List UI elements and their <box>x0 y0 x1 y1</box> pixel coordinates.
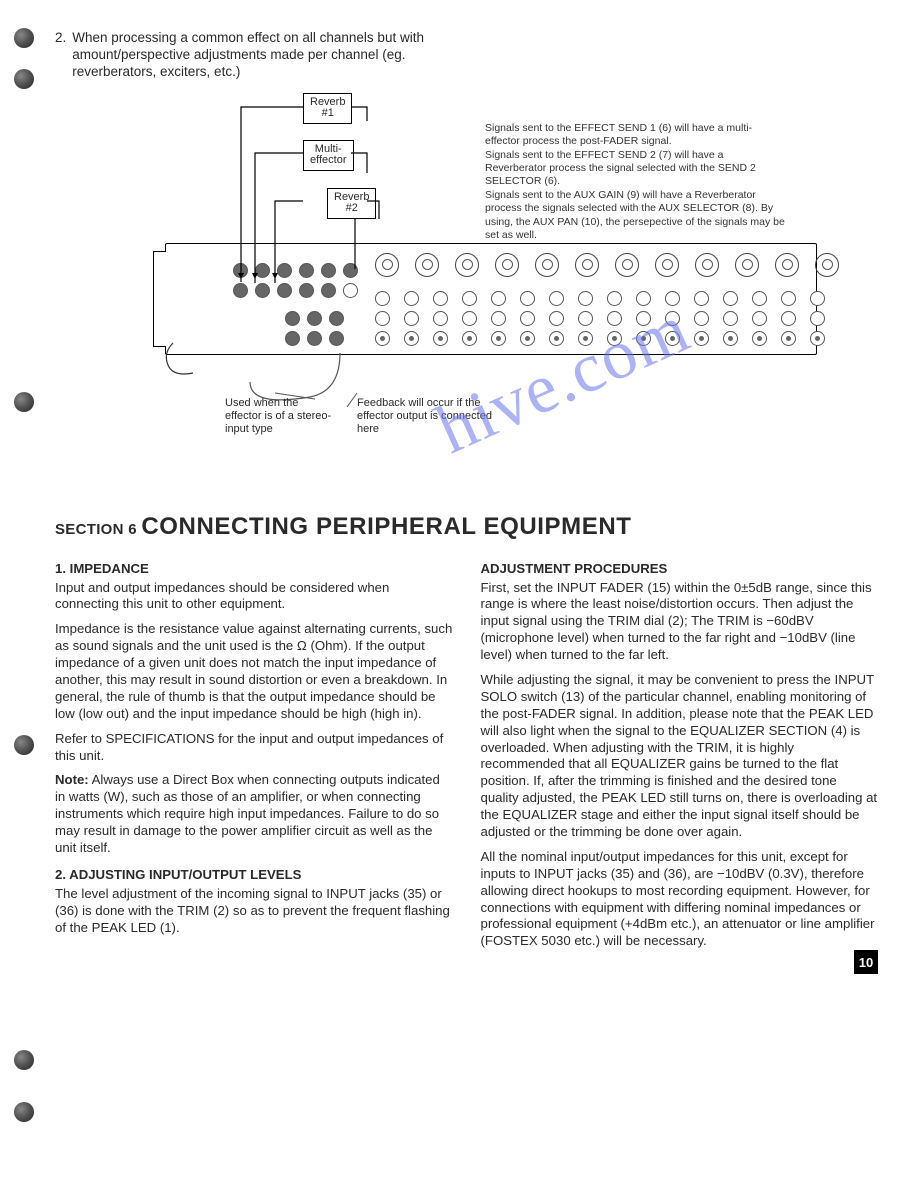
para-proc-1: First, set the INPUT FADER (15) within t… <box>481 580 879 664</box>
para-impedance-3: Refer to SPECIFICATIONS for the input an… <box>55 731 453 765</box>
para-note: Note: Always use a Direct Box when conne… <box>55 772 453 856</box>
xlr-jack-row <box>375 253 839 277</box>
binding-hole <box>14 28 34 48</box>
jack-row-d <box>285 331 344 346</box>
section-heading: CONNECTING PERIPHERAL EQUIPMENT <box>141 513 631 540</box>
para-impedance-2: Impedance is the resistance value agains… <box>55 621 453 722</box>
body-columns: 1. IMPEDANCE Input and output impedances… <box>55 551 878 959</box>
diagram-side-note: Signals sent to the EFFECT SEND 1 (6) wi… <box>485 122 785 243</box>
right-column: ADJUSTMENT PROCEDURES First, set the INP… <box>481 551 879 959</box>
diagram-note-right: Feedback will occur if the effector outp… <box>357 397 507 437</box>
note-text: Always use a Direct Box when connecting … <box>55 772 440 855</box>
binding-hole <box>14 392 34 412</box>
box-reverb-2: Reverb #2 <box>327 188 376 219</box>
note-label: Note: <box>55 772 89 787</box>
rear-panel-side <box>153 251 166 347</box>
box-multi-effector: Multi- effector <box>303 140 354 171</box>
jack-row-low1 <box>375 311 825 326</box>
jack-row-c <box>285 311 344 326</box>
binding-hole <box>14 1050 34 1070</box>
jack-row-mid <box>375 291 825 306</box>
jack-row-b <box>233 283 358 298</box>
left-column: 1. IMPEDANCE Input and output impedances… <box>55 551 453 959</box>
jack-row-a <box>233 263 358 278</box>
binding-hole <box>14 69 34 89</box>
box-reverb-1: Reverb #1 <box>303 93 352 124</box>
intro-number: 2. <box>55 30 66 81</box>
binding-hole <box>14 1102 34 1122</box>
connection-diagram: Reverb #1 Multi- effector Reverb #2 Sign… <box>55 93 878 453</box>
para-proc-3: All the nominal input/output impedances … <box>481 849 879 950</box>
jack-row-low2 <box>375 331 825 346</box>
page-number-badge: 10 <box>854 950 878 974</box>
intro-text: When processing a common effect on all c… <box>72 30 442 81</box>
para-adjusting: The level adjustment of the incoming sig… <box>55 886 453 937</box>
section-prefix: SECTION 6 <box>55 521 137 538</box>
binding-hole <box>14 735 34 755</box>
para-proc-2: While adjusting the signal, it may be co… <box>481 672 879 841</box>
heading-adjusting: 2. ADJUSTING INPUT/OUTPUT LEVELS <box>55 867 453 884</box>
section-title: SECTION 6 CONNECTING PERIPHERAL EQUIPMEN… <box>55 513 878 541</box>
heading-procedures: ADJUSTMENT PROCEDURES <box>481 561 879 578</box>
para-impedance-1: Input and output impedances should be co… <box>55 580 453 614</box>
diagram-note-left: Used when the effector is of a stereo-in… <box>225 397 335 437</box>
intro-paragraph: 2. When processing a common effect on al… <box>55 30 878 81</box>
heading-impedance: 1. IMPEDANCE <box>55 561 453 578</box>
